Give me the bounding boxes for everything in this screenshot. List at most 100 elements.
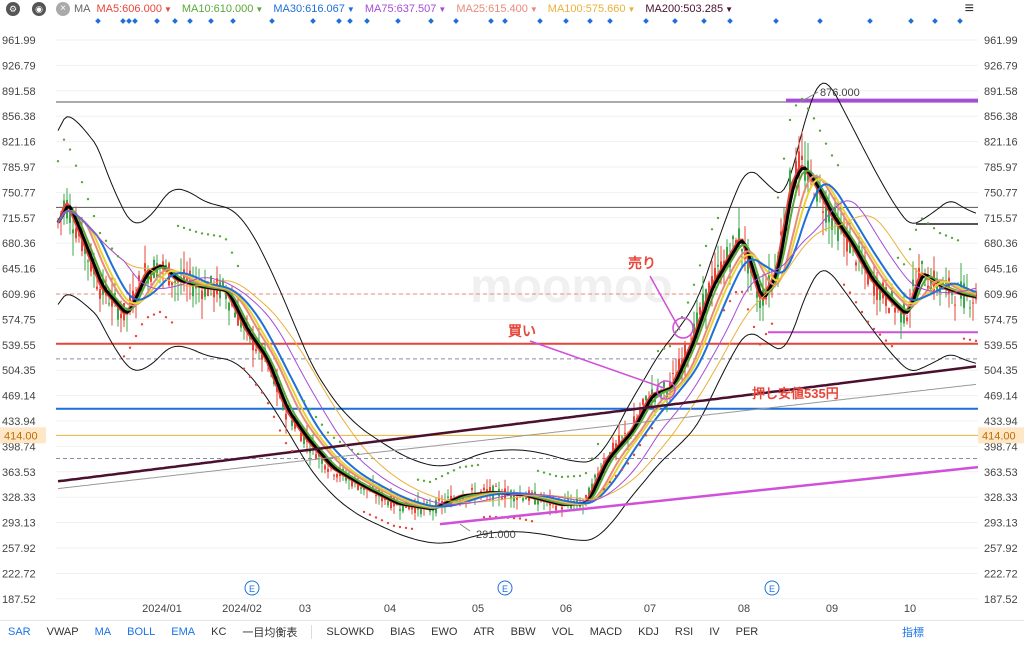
- candle-body: [75, 228, 77, 239]
- candle-body: [696, 312, 698, 328]
- candle-body: [831, 217, 833, 230]
- sar-dot: [248, 375, 252, 379]
- indicator-kdj[interactable]: KDJ: [638, 626, 659, 638]
- indicator-atr[interactable]: ATR: [473, 626, 495, 638]
- candle-body: [351, 480, 353, 487]
- indicator-per[interactable]: PER: [735, 626, 759, 638]
- indicator-boll[interactable]: BOLL: [127, 626, 156, 638]
- candle-body: [336, 474, 338, 478]
- candle-body: [192, 286, 194, 297]
- sar-dot: [68, 148, 72, 151]
- ma-value-3[interactable]: MA75:637.507 ▼: [365, 3, 446, 15]
- y-tick-left: 187.52: [2, 594, 36, 606]
- watermark: moomoo: [470, 260, 673, 313]
- signal-diamond: [453, 18, 459, 24]
- close-icon[interactable]: ×: [56, 2, 70, 16]
- sar-dot: [908, 248, 912, 251]
- sar-dot: [860, 310, 864, 314]
- indicator-bias[interactable]: BIAS: [390, 626, 416, 638]
- menu-icon[interactable]: ≡: [964, 0, 974, 17]
- ma-value-2[interactable]: MA30:616.067 ▼: [273, 3, 354, 15]
- sar-dot: [152, 313, 156, 316]
- y-tick-right: 222.72: [984, 568, 1018, 580]
- sar-dot: [752, 325, 756, 329]
- y-tick-right: 363.53: [984, 467, 1018, 479]
- indicator-ewo[interactable]: EWO: [431, 626, 458, 638]
- candle-body: [702, 294, 704, 309]
- candle-body: [87, 260, 89, 262]
- eye-icon[interactable]: ◉: [32, 2, 46, 16]
- sar-dot: [968, 338, 972, 341]
- candle-body: [873, 280, 875, 296]
- indicator-iv[interactable]: IV: [709, 626, 720, 638]
- current-price-tag-right: [978, 427, 1024, 444]
- sar-dot: [218, 235, 222, 238]
- ma-value-5[interactable]: MA100:575.660 ▼: [548, 3, 636, 15]
- sar-dot: [146, 316, 150, 319]
- candle-body: [717, 264, 719, 267]
- sar-dot: [368, 513, 372, 516]
- indicator-macd[interactable]: MACD: [589, 626, 623, 638]
- sar-dot: [536, 469, 540, 473]
- candle-body: [879, 287, 881, 301]
- sar-dot: [428, 480, 432, 484]
- sar-dot: [770, 322, 774, 325]
- indicator-一目均衡表[interactable]: 一目均衡表: [242, 627, 298, 639]
- y-tick-left: 504.35: [2, 365, 36, 377]
- y-tick-right: 680.36: [984, 238, 1018, 250]
- sar-dot: [740, 290, 744, 294]
- sar-dot: [74, 164, 78, 167]
- sar-dot: [170, 321, 174, 324]
- indicator-ma[interactable]: MA: [94, 626, 112, 638]
- candle-body: [252, 336, 254, 351]
- y-tick-left: 469.14: [2, 391, 36, 403]
- candle-body: [201, 290, 203, 300]
- y-tick-right: 257.92: [984, 543, 1018, 555]
- candle-body: [165, 264, 167, 268]
- ma-value-0[interactable]: MA5:606.000 ▼: [97, 3, 172, 15]
- indicator-vol[interactable]: VOL: [551, 626, 574, 638]
- ma100-line: [57, 210, 977, 503]
- y-tick-left: 398.74: [2, 441, 36, 453]
- signal-diamond: [208, 18, 214, 24]
- ma-value-1[interactable]: MA10:610.000 ▼: [182, 3, 263, 15]
- chevron-down-icon: ▼: [725, 5, 733, 14]
- indicator-rsi[interactable]: RSI: [674, 626, 694, 638]
- sar-dot: [284, 441, 288, 445]
- signal-markers: [95, 18, 963, 24]
- sar-dot: [878, 333, 882, 336]
- candle-body: [645, 395, 647, 401]
- indicator-slowkd[interactable]: SLOWKD: [326, 626, 375, 638]
- indicator-sar[interactable]: SAR: [8, 626, 31, 638]
- ma-value-6[interactable]: MA200:503.285 ▼: [645, 3, 733, 15]
- candle-body: [483, 487, 485, 491]
- candle-body: [120, 313, 122, 319]
- candle-body: [144, 263, 146, 272]
- signal-diamond: [908, 18, 914, 24]
- sar-dot: [656, 349, 660, 353]
- indicator-kc[interactable]: KC: [211, 626, 227, 638]
- boll-upper: [57, 82, 977, 467]
- sar-dot: [590, 457, 594, 460]
- sar-dot: [434, 477, 438, 481]
- candle-body: [300, 432, 302, 442]
- indicator-bbw[interactable]: BBW: [510, 626, 536, 638]
- candle-body: [255, 349, 257, 352]
- stock-chart[interactable]: moomoo 961.99 926.79 891.58 856.38 821.16 785…: [0, 18, 1024, 620]
- indicator-vwap[interactable]: VWAP: [46, 626, 79, 638]
- sar-dot: [638, 443, 642, 447]
- indicator-name[interactable]: MA: [74, 3, 91, 15]
- low-label: 291.000: [476, 529, 516, 541]
- indicators-more-button[interactable]: 指標: [902, 627, 924, 639]
- candle-body: [228, 302, 230, 311]
- indicator-ema[interactable]: EMA: [171, 626, 196, 638]
- sar-dot: [200, 232, 204, 235]
- sar-dot: [890, 345, 894, 348]
- sar-dot: [602, 488, 606, 491]
- candle-body: [114, 293, 116, 295]
- chevron-down-icon: ▼: [255, 5, 264, 14]
- settings-icon[interactable]: ⚙: [6, 2, 20, 16]
- ma-value-4[interactable]: MA25:615.400 ▼: [456, 3, 537, 15]
- candle-body: [930, 278, 932, 290]
- candle-body: [789, 170, 791, 193]
